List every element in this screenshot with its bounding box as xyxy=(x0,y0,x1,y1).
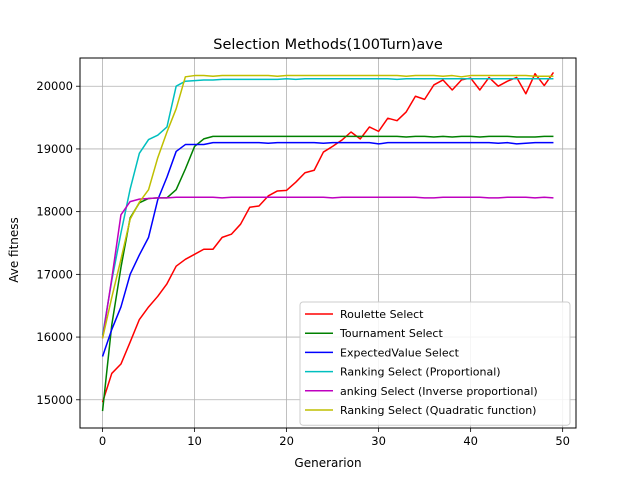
x-tick-label: 10 xyxy=(187,434,202,448)
legend-label: Ranking Select (Proportional) xyxy=(340,366,501,379)
y-tick-label: 17000 xyxy=(36,267,73,281)
y-tick-label: 19000 xyxy=(36,142,73,156)
y-axis-label: Ave fitness xyxy=(7,217,21,283)
series-line-3 xyxy=(101,77,554,336)
series-line-0 xyxy=(101,71,555,403)
x-tick-label: 0 xyxy=(99,434,106,448)
y-tick-label: 18000 xyxy=(36,205,73,219)
y-tick-label: 20000 xyxy=(36,79,73,93)
y-tick-label: 15000 xyxy=(36,393,73,407)
series-line-5 xyxy=(101,74,554,339)
x-tick-label: 40 xyxy=(463,434,478,448)
series-line-2 xyxy=(101,141,554,357)
legend-box xyxy=(299,301,571,426)
x-tick-label: 30 xyxy=(371,434,386,448)
series-line-1 xyxy=(101,135,554,412)
legend-label: ExpectedValue Select xyxy=(340,346,460,359)
x-axis-label: Generarion xyxy=(294,456,361,470)
chart-title: Selection Methods(100Turn)ave xyxy=(213,37,443,53)
series-line-4 xyxy=(101,196,554,339)
x-tick-label: 20 xyxy=(279,434,294,448)
legend-label: Tournament Select xyxy=(339,327,443,340)
y-tick-label: 16000 xyxy=(36,330,73,344)
legend-label: anking Select (Inverse proportional) xyxy=(340,385,538,398)
legend-label: Roulette Select xyxy=(340,308,424,321)
legend: Roulette Select Tournament Select Expected… xyxy=(299,301,571,426)
series-lines xyxy=(101,71,555,412)
x-axis-ticks: 0 10 20 30 40 50 xyxy=(99,428,570,448)
y-axis-ticks: 15000 16000 17000 18000 19000 20000 xyxy=(36,79,80,407)
legend-label: Ranking Select (Quadratic function) xyxy=(340,404,536,417)
plot-area-frame xyxy=(79,57,577,429)
x-tick-label: 50 xyxy=(555,434,570,448)
